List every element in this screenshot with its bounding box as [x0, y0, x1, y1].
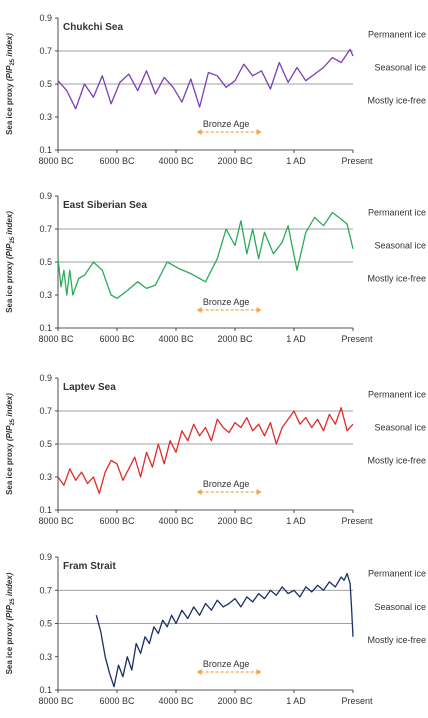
bronze-age-arrowhead-right	[256, 669, 262, 675]
y-tick-label: 0.9	[39, 191, 52, 201]
y-axis-label: Sea ice proxy (PIP25 index)	[5, 393, 16, 495]
data-series-line	[57, 48, 354, 110]
chart-title: Fram Strait	[63, 561, 116, 572]
y-tick-label: 0.5	[39, 619, 52, 629]
zone-label: Mostly ice-free	[367, 274, 426, 284]
x-tick-label: 8000 BC	[38, 334, 74, 344]
y-tick-label: 0.7	[39, 585, 52, 595]
y-tick-label: 0.9	[39, 373, 52, 383]
y-tick-label: 0.1	[39, 685, 52, 695]
y-tick-label: 0.9	[39, 13, 52, 23]
data-series-line	[57, 211, 354, 299]
bronze-age-label: Bronze Age	[203, 659, 250, 669]
y-tick-label: 0.7	[39, 406, 52, 416]
x-tick-label: 2000 BC	[217, 156, 253, 166]
x-tick-label: 4000 BC	[158, 156, 194, 166]
x-tick-label: 4000 BC	[158, 334, 194, 344]
y-tick-label: 0.9	[39, 552, 52, 562]
y-tick-label: 0.3	[39, 652, 52, 662]
bronze-age-label: Bronze Age	[203, 297, 250, 307]
zone-label: Permanent ice	[368, 30, 426, 40]
zone-label: Mostly ice-free	[367, 456, 426, 466]
bronze-age-label: Bronze Age	[203, 119, 250, 129]
zone-label: Seasonal ice	[374, 63, 426, 73]
x-tick-label: Present	[341, 156, 373, 166]
bronze-age-label: Bronze Age	[203, 479, 250, 489]
x-tick-label: 8000 BC	[38, 156, 74, 166]
x-tick-label: Present	[341, 696, 373, 706]
bronze-age-arrowhead-left	[196, 129, 202, 135]
x-tick-label: 6000 BC	[99, 516, 135, 526]
zone-label: Permanent ice	[368, 569, 426, 579]
bronze-age-arrowhead-left	[196, 669, 202, 675]
x-tick-label: 2000 BC	[217, 516, 253, 526]
x-tick-label: 8000 BC	[38, 516, 74, 526]
x-tick-label: Present	[341, 334, 373, 344]
y-tick-label: 0.3	[39, 112, 52, 122]
x-tick-label: 4000 BC	[158, 516, 194, 526]
zone-label: Seasonal ice	[374, 602, 426, 612]
y-axis-label: Sea ice proxy (PIP25 index)	[5, 33, 16, 135]
chart-title: Laptev Sea	[63, 382, 116, 393]
data-series-line	[57, 407, 354, 495]
zone-label: Permanent ice	[368, 390, 426, 400]
x-tick-label: 6000 BC	[99, 696, 135, 706]
y-axis-label: Sea ice proxy (PIP25 index)	[5, 211, 16, 313]
bronze-age-arrowhead-left	[196, 489, 202, 495]
x-tick-label: 1 AD	[286, 334, 306, 344]
y-tick-label: 0.5	[39, 79, 52, 89]
x-tick-label: 1 AD	[286, 156, 306, 166]
x-tick-label: 6000 BC	[99, 156, 135, 166]
y-tick-label: 0.1	[39, 505, 52, 515]
zone-label: Seasonal ice	[374, 423, 426, 433]
zone-label: Permanent ice	[368, 208, 426, 218]
zone-label: Mostly ice-free	[367, 635, 426, 645]
x-tick-label: 2000 BC	[217, 334, 253, 344]
y-tick-label: 0.3	[39, 472, 52, 482]
y-tick-label: 0.7	[39, 46, 52, 56]
y-tick-label: 0.1	[39, 323, 52, 333]
chart-title: Chukchi Sea	[63, 22, 123, 33]
x-tick-label: 1 AD	[286, 516, 306, 526]
bronze-age-arrowhead-right	[256, 129, 262, 135]
x-tick-label: 6000 BC	[99, 334, 135, 344]
zone-label: Mostly ice-free	[367, 96, 426, 106]
data-series-line	[95, 572, 354, 688]
x-tick-label: 2000 BC	[217, 696, 253, 706]
x-tick-label: 4000 BC	[158, 696, 194, 706]
bronze-age-arrowhead-right	[256, 307, 262, 313]
chart-title: East Siberian Sea	[63, 200, 147, 211]
y-tick-label: 0.5	[39, 439, 52, 449]
y-tick-label: 0.1	[39, 145, 52, 155]
y-tick-label: 0.7	[39, 224, 52, 234]
zone-label: Seasonal ice	[374, 241, 426, 251]
y-axis-label: Sea ice proxy (PIP25 index)	[5, 572, 16, 674]
x-tick-label: 8000 BC	[38, 696, 74, 706]
bronze-age-arrowhead-left	[196, 307, 202, 313]
x-tick-label: Present	[341, 516, 373, 526]
x-tick-label: 1 AD	[286, 696, 306, 706]
y-tick-label: 0.5	[39, 257, 52, 267]
y-tick-label: 0.3	[39, 290, 52, 300]
bronze-age-arrowhead-right	[256, 489, 262, 495]
